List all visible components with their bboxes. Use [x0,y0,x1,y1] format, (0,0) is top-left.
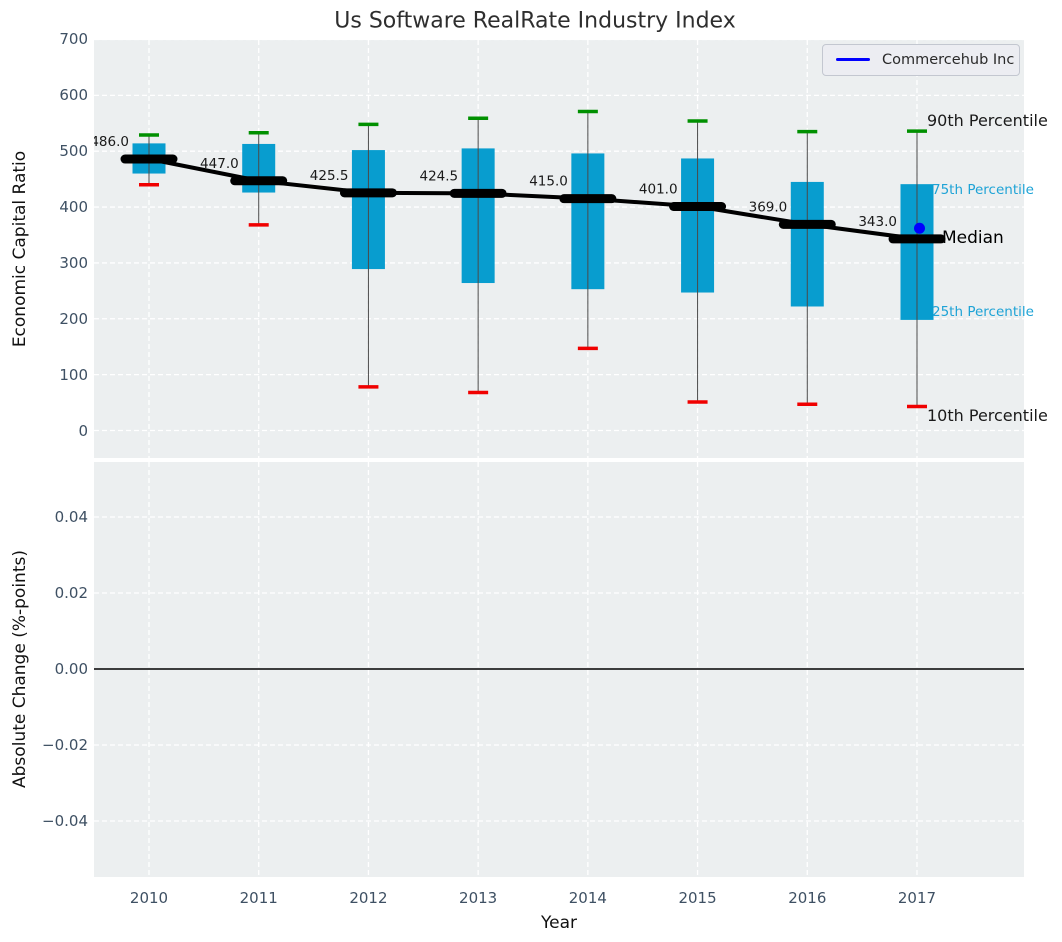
top-y-tick-label: 600 [59,86,88,105]
median-value-label: 424.5 [419,168,458,184]
bottom-y-tick-label: −0.02 [42,736,88,754]
x-tick-label: 2010 [129,889,169,907]
bottom-plot-svg [94,462,1024,877]
x-tick-label: 2017 [897,889,937,907]
top-plot-svg: 486.0 447.0 425.5 424.5 415.0 401.0 369.0 343.0 [94,40,1024,458]
label-10th-percentile: 10th Percentile [927,406,1048,425]
bottom-y-tick-label: −0.04 [42,812,88,830]
label-25th-percentile: 25th Percentile [932,304,1034,320]
top-y-tick-label: 0 [78,421,88,440]
median-value-label: 447.0 [200,156,239,172]
top-y-tick-label: 400 [59,198,88,217]
company-point [913,222,925,234]
x-tick-label: 2016 [788,889,827,907]
top-y-tick-label: 700 [59,30,88,49]
chart-title: Us Software RealRate Industry Index [334,8,736,34]
top-y-tick-label: 500 [59,142,88,161]
top-y-tick-label: 100 [59,365,88,384]
median-value-label: 343.0 [858,214,897,230]
top-y-tick-label: 200 [59,309,88,328]
top-y-tick-label: 300 [59,253,88,272]
top-plot-area [94,40,1024,458]
median-value-label: 369.0 [749,199,788,215]
x-tick-label: 2015 [678,889,717,907]
bottom-y-tick-label: 0.02 [54,584,88,602]
legend: Commercehub Inc [822,44,1020,76]
x-tick-label: 2013 [459,889,498,907]
x-tick-label: 2012 [349,889,388,907]
x-axis-label: Year [541,913,577,933]
x-tick-label: 2011 [239,889,278,907]
label-75th-percentile: 75th Percentile [932,182,1034,198]
legend-label: Commercehub Inc [882,52,1015,68]
median-value-label: 415.0 [529,174,568,190]
label-90th-percentile: 90th Percentile [927,111,1048,130]
bottom-y-tick-label: 0.04 [54,508,88,526]
label-median: Median [942,228,1004,248]
median-value-label: 486.0 [94,134,129,150]
median-value-label: 401.0 [639,182,678,198]
legend-line-swatch [836,58,870,61]
bottom-y-tick-label: 0.00 [54,660,88,678]
median-value-label: 425.5 [310,168,349,184]
x-tick-label: 2014 [568,889,607,907]
